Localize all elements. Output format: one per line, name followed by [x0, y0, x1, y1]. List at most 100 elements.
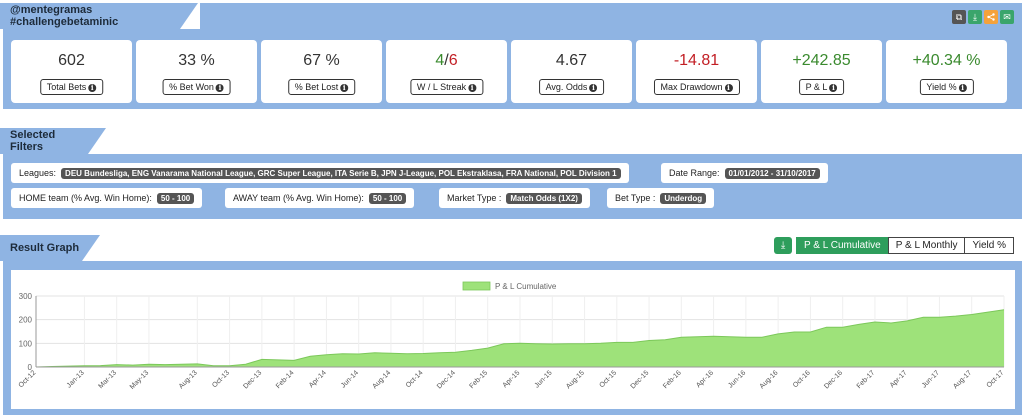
- info-icon: i: [88, 84, 97, 92]
- x-tick-label: Apr-14: [308, 369, 328, 389]
- x-tick-label: Jun-17: [921, 369, 941, 389]
- x-tick-label: Aug-15: [565, 369, 586, 390]
- x-tick-label: Oct-14: [405, 369, 425, 389]
- copy-icon[interactable]: ⧉: [952, 10, 966, 24]
- stat-value: 67 %: [303, 52, 340, 69]
- filters-tab: Selected Filters: [0, 128, 106, 154]
- stats-panel-top: [200, 3, 1022, 31]
- stat-value: 602: [58, 52, 85, 69]
- filter-date-range: Date Range: 01/01/2012 - 31/10/2017: [661, 163, 828, 183]
- stat-card-total-bets: 602 Total Bets i: [11, 40, 132, 103]
- x-tick-label: Feb-16: [662, 369, 683, 390]
- stat-label[interactable]: W / L Streak i: [409, 79, 484, 95]
- tab-pnl-monthly[interactable]: P & L Monthly: [887, 237, 966, 254]
- x-tick-label: Dec-14: [436, 369, 457, 390]
- chart-area: P & L Cumulative 0 100 200 300 Oct-12 Jan-13 Ma…: [11, 270, 1015, 409]
- x-tick-label: Jun-16: [727, 369, 747, 389]
- filter-leagues: Leagues: DEU Bundesliga, ENG Vanarama Nat…: [11, 163, 629, 183]
- stat-label[interactable]: % Bet Lost i: [287, 79, 356, 95]
- x-tick-label: Apr-15: [502, 369, 522, 389]
- download-chart-button[interactable]: ⤓: [774, 237, 793, 254]
- info-icon: i: [589, 84, 598, 92]
- stat-card-bet-lost: 67 % % Bet Lost i: [261, 40, 382, 103]
- stat-value: -14.81: [673, 52, 720, 69]
- x-tick-label: Oct-12: [18, 369, 38, 389]
- stat-value: 4.67: [555, 52, 588, 69]
- stat-value: +242.85: [792, 52, 851, 69]
- download-icon[interactable]: ⤓: [968, 10, 982, 24]
- email-icon[interactable]: ✉: [1000, 10, 1014, 24]
- x-tick-label: Aug-17: [952, 369, 973, 390]
- home-value: 50 - 100: [156, 192, 195, 204]
- x-tick-label: Mar-13: [97, 369, 118, 390]
- legend-swatch: [462, 281, 491, 291]
- x-tick-label: May-13: [129, 369, 151, 391]
- stats-cards: 602 Total Bets i 33 % % Bet Won i 67 % % B…: [11, 40, 1007, 103]
- x-tick-label: Oct-15: [598, 369, 618, 389]
- download-icon: ⤓: [780, 240, 786, 251]
- x-tick-label: Aug-14: [371, 369, 392, 390]
- page-title-tab: @mentegramas #challengebetaminic: [0, 3, 198, 29]
- legend-label: P & L Cumulative: [495, 282, 557, 291]
- stat-label[interactable]: Total Bets i: [39, 79, 104, 95]
- x-tick-label: Feb-15: [469, 369, 490, 390]
- filter-away-team: AWAY team (% Avg. Win Home): 50 - 100: [225, 188, 415, 208]
- pnl-line: [35, 309, 1005, 368]
- stat-card-bet-won: 33 % % Bet Won i: [136, 40, 257, 103]
- stat-card-yield: +40.34 % Yield % i: [886, 40, 1007, 103]
- info-icon: i: [340, 84, 349, 92]
- filter-home-team: HOME team (% Avg. Win Home): 50 - 100: [11, 188, 203, 208]
- y-tick-label: 300: [19, 292, 33, 301]
- filter-market-type: Market Type : Match Odds (1X2): [439, 188, 590, 208]
- away-value: 50 - 100: [368, 192, 407, 204]
- info-icon: i: [724, 84, 733, 92]
- x-tick-label: Dec-16: [823, 369, 844, 390]
- stat-label[interactable]: % Bet Won i: [162, 79, 231, 95]
- graph-title: Result Graph: [10, 242, 80, 254]
- stat-value: +40.34 %: [912, 52, 981, 69]
- tab-pnl-cumulative[interactable]: P & L Cumulative: [796, 237, 889, 254]
- info-icon: i: [829, 84, 838, 92]
- x-tick-label: Jan-13: [66, 369, 86, 389]
- page-title: @mentegramas #challengebetaminic: [10, 4, 119, 28]
- filters-title: Selected Filters: [10, 129, 56, 153]
- info-icon: i: [215, 84, 224, 92]
- stat-card-max-drawdown: -14.81 Max Drawdown i: [636, 40, 757, 103]
- x-tick-label: Feb-17: [856, 369, 877, 390]
- y-tick-label: 100: [19, 339, 33, 348]
- stat-value: 33 %: [178, 52, 215, 69]
- filter-bet-type: Bet Type : Underdog: [607, 188, 715, 208]
- stat-card-avg-odds: 4.67 Avg. Odds i: [511, 40, 632, 103]
- x-tick-label: Apr-17: [889, 369, 909, 389]
- info-icon: i: [468, 84, 477, 92]
- share-icon[interactable]: [984, 10, 998, 24]
- x-tick-label: Jun-14: [340, 369, 360, 389]
- x-tick-label: Oct-17: [986, 369, 1006, 389]
- stat-label[interactable]: Yield % i: [919, 79, 974, 95]
- x-tick-label: Oct-13: [211, 369, 231, 389]
- x-tick-label: Dec-13: [242, 369, 263, 390]
- x-tick-label: Feb-14: [275, 369, 296, 390]
- x-tick-label: Aug-13: [178, 369, 199, 390]
- stat-label[interactable]: Max Drawdown i: [653, 79, 740, 95]
- x-tick-label: Oct-16: [792, 369, 812, 389]
- leagues-value: DEU Bundesliga, ENG Vanarama National Le…: [61, 167, 621, 179]
- y-tick-label: 200: [19, 316, 33, 325]
- x-tick-label: Aug-16: [759, 369, 780, 390]
- pnl-chart: P & L Cumulative 0 100 200 300 Oct-12 Jan-13 Ma…: [18, 281, 1006, 391]
- graph-tab: Result Graph: [0, 235, 100, 261]
- x-tick-label: Apr-16: [695, 369, 715, 389]
- stat-label[interactable]: Avg. Odds i: [538, 79, 605, 95]
- tab-yield[interactable]: Yield %: [964, 237, 1014, 254]
- info-icon: i: [958, 84, 967, 92]
- stat-value: 4/6: [435, 52, 458, 69]
- graph-controls: ⤓ P & L Cumulative P & L Monthly Yield %: [774, 237, 1014, 254]
- header-actions: ⧉ ⤓ ✉: [952, 10, 1014, 24]
- market-value: Match Odds (1X2): [506, 192, 582, 204]
- stat-card-streak: 4/6 W / L Streak i: [386, 40, 507, 103]
- bet-type-value: Underdog: [660, 192, 707, 204]
- date-range-value: 01/01/2012 - 31/10/2017: [724, 167, 820, 179]
- x-tick-label: Jun-15: [534, 369, 554, 389]
